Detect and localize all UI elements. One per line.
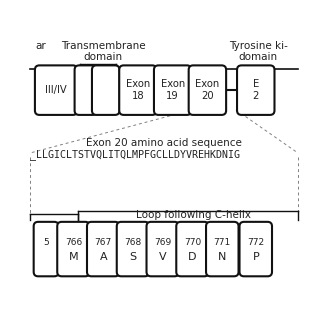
Text: 768: 768 — [124, 238, 142, 247]
Text: 766: 766 — [65, 238, 82, 247]
FancyBboxPatch shape — [147, 222, 179, 276]
FancyBboxPatch shape — [239, 222, 272, 276]
Text: 771: 771 — [214, 238, 231, 247]
FancyBboxPatch shape — [75, 65, 97, 115]
Text: ar: ar — [35, 41, 46, 51]
Text: Transmembrane
domain: Transmembrane domain — [61, 41, 146, 62]
FancyBboxPatch shape — [119, 65, 157, 115]
Text: 770: 770 — [184, 238, 201, 247]
FancyBboxPatch shape — [154, 65, 191, 115]
Text: Loop following C-helix: Loop following C-helix — [136, 210, 251, 220]
Text: III/IV: III/IV — [45, 85, 67, 95]
Text: 772: 772 — [247, 238, 264, 247]
Text: 767: 767 — [95, 238, 112, 247]
Text: V: V — [159, 252, 167, 262]
Text: A: A — [100, 252, 107, 262]
FancyBboxPatch shape — [57, 222, 90, 276]
FancyBboxPatch shape — [189, 65, 226, 115]
FancyBboxPatch shape — [237, 65, 275, 115]
Text: S: S — [129, 252, 137, 262]
Text: Tyrosine ki-
domain: Tyrosine ki- domain — [229, 41, 288, 62]
FancyBboxPatch shape — [117, 222, 149, 276]
Text: Exon
19: Exon 19 — [161, 79, 185, 101]
Text: 769: 769 — [154, 238, 172, 247]
Text: E
2: E 2 — [252, 79, 259, 101]
Text: Exon
18: Exon 18 — [126, 79, 150, 101]
FancyBboxPatch shape — [176, 222, 209, 276]
Text: P: P — [252, 252, 259, 262]
Text: Exon
20: Exon 20 — [195, 79, 220, 101]
FancyBboxPatch shape — [87, 222, 119, 276]
FancyBboxPatch shape — [206, 222, 238, 276]
Text: _LLGICLTSTVQLITQLMPFGCLLDYVREHKDNIG: _LLGICLTSTVQLITQLMPFGCLLDYVREHKDNIG — [30, 149, 240, 160]
FancyBboxPatch shape — [92, 65, 119, 115]
Text: N: N — [218, 252, 227, 262]
Text: 5: 5 — [43, 238, 49, 247]
FancyBboxPatch shape — [34, 222, 59, 276]
FancyBboxPatch shape — [35, 65, 77, 115]
Text: D: D — [188, 252, 197, 262]
Text: Exon 20 amino acid sequence: Exon 20 amino acid sequence — [86, 138, 242, 148]
Text: M: M — [69, 252, 78, 262]
